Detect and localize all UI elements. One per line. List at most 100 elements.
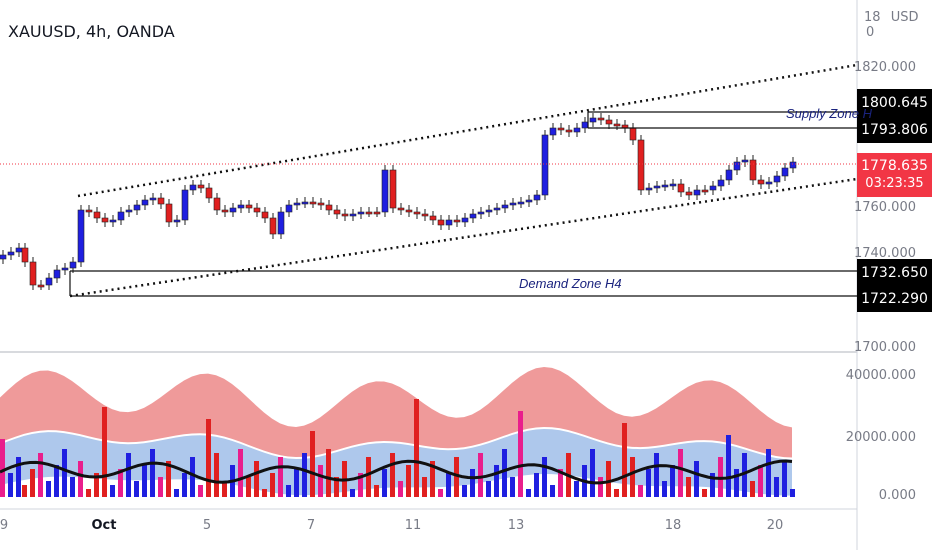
volume-bar [422, 477, 427, 497]
volume-bar [238, 449, 243, 497]
bull-candle [189, 184, 197, 191]
time-axis-label: 7 [306, 518, 316, 533]
bull-candle [53, 269, 61, 279]
volume-bar [518, 411, 523, 497]
supply-bottom-price-tag: 1793.806 [857, 116, 932, 143]
bull-candle [653, 185, 661, 189]
time-axis-label: Oct [91, 518, 117, 533]
bear-candle [245, 204, 253, 209]
bear-candle [637, 139, 645, 191]
candlestick-series [0, 113, 797, 290]
bear-candle [757, 179, 765, 185]
bull-candle [125, 209, 133, 213]
bull-candle [669, 183, 677, 187]
volume-bar [630, 457, 635, 497]
bear-candle [269, 217, 277, 235]
volume-bar [702, 489, 707, 497]
volume-bar [142, 465, 147, 497]
bear-candle [453, 219, 461, 223]
symbol-title[interactable]: XAUUSD, 4h, OANDA [8, 22, 175, 41]
bull-candle [445, 219, 453, 226]
bull-candle [69, 261, 77, 269]
volume-bar [270, 473, 275, 497]
volume-bar [150, 449, 155, 497]
volume-bar [558, 469, 563, 497]
volume-upper-band [0, 367, 792, 458]
volume-bar [302, 453, 307, 497]
volume-bar [614, 489, 619, 497]
bear-candle [413, 211, 421, 215]
bull-candle [357, 211, 365, 215]
demand-bottom-price-tag: 1722.290 [857, 285, 932, 312]
bull-candle [589, 117, 597, 123]
volume-axis-label: 0.000 [878, 488, 916, 503]
volume-bar [454, 457, 459, 497]
bear-candle [677, 183, 685, 193]
bull-candle [501, 204, 509, 209]
volume-bar [670, 465, 675, 497]
bull-candle [381, 169, 389, 213]
bull-candle [645, 187, 653, 191]
volume-bar [446, 473, 451, 497]
time-axis-label: 20 [766, 518, 784, 533]
bull-candle [461, 217, 469, 223]
volume-bar [246, 477, 251, 497]
volume-bar [438, 489, 443, 497]
volume-bar [574, 481, 579, 497]
volume-bar [742, 453, 747, 497]
currency-zero: 0 [866, 25, 875, 40]
bear-candle [317, 202, 325, 206]
time-axis-label: 5 [202, 518, 212, 533]
bear-candle [85, 209, 93, 213]
volume-bar [734, 469, 739, 497]
volume-bar [294, 469, 299, 497]
time-axis-label: 13 [507, 518, 525, 533]
volume-bar [350, 489, 355, 497]
volume-bar [46, 481, 51, 497]
volume-bar [334, 477, 339, 497]
volume-bar [694, 461, 699, 497]
volume-bar [126, 453, 131, 497]
bear-candle [309, 201, 317, 205]
bull-candle [765, 181, 773, 185]
bull-candle [493, 207, 501, 211]
bull-candle [477, 211, 485, 215]
bear-candle [613, 123, 621, 127]
volume-bar [774, 477, 779, 497]
bull-candle [517, 201, 525, 205]
volume-bar [158, 477, 163, 497]
volume-bar [590, 449, 595, 497]
volume-bar [710, 473, 715, 497]
volume-bars [0, 399, 795, 497]
volume-bar [390, 453, 395, 497]
bull-candle [133, 204, 141, 211]
volume-bar [286, 485, 291, 497]
bear-candle [21, 247, 29, 263]
volume-bar [494, 465, 499, 497]
bear-candle [205, 187, 213, 199]
volume-bar [382, 469, 387, 497]
time-axis-label: 9 [0, 518, 9, 533]
bear-candle [333, 209, 341, 215]
bull-candle [573, 127, 581, 133]
bull-candle [181, 189, 189, 221]
volume-bar [0, 439, 5, 497]
price-axis-label: 1700.000 [853, 340, 916, 355]
bear-candle [685, 191, 693, 196]
bear-candle [29, 261, 37, 286]
volume-bar [318, 465, 323, 497]
bull-candle [525, 199, 533, 203]
volume-bar [598, 477, 603, 497]
bear-candle [101, 217, 109, 223]
bull-candle [349, 213, 357, 217]
bull-candle [485, 209, 493, 213]
bear-candle [93, 211, 101, 219]
bull-candle [773, 175, 781, 183]
bull-candle [237, 204, 245, 209]
bull-candle [533, 194, 541, 201]
time-axis-label: 18 [664, 518, 682, 533]
volume-bar [462, 485, 467, 497]
bull-candle [109, 219, 117, 223]
volume-bar [190, 457, 195, 497]
